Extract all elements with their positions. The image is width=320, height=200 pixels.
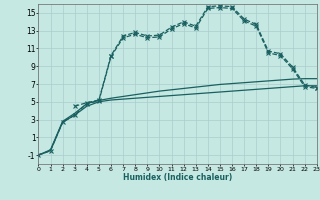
X-axis label: Humidex (Indice chaleur): Humidex (Indice chaleur) [123, 173, 232, 182]
